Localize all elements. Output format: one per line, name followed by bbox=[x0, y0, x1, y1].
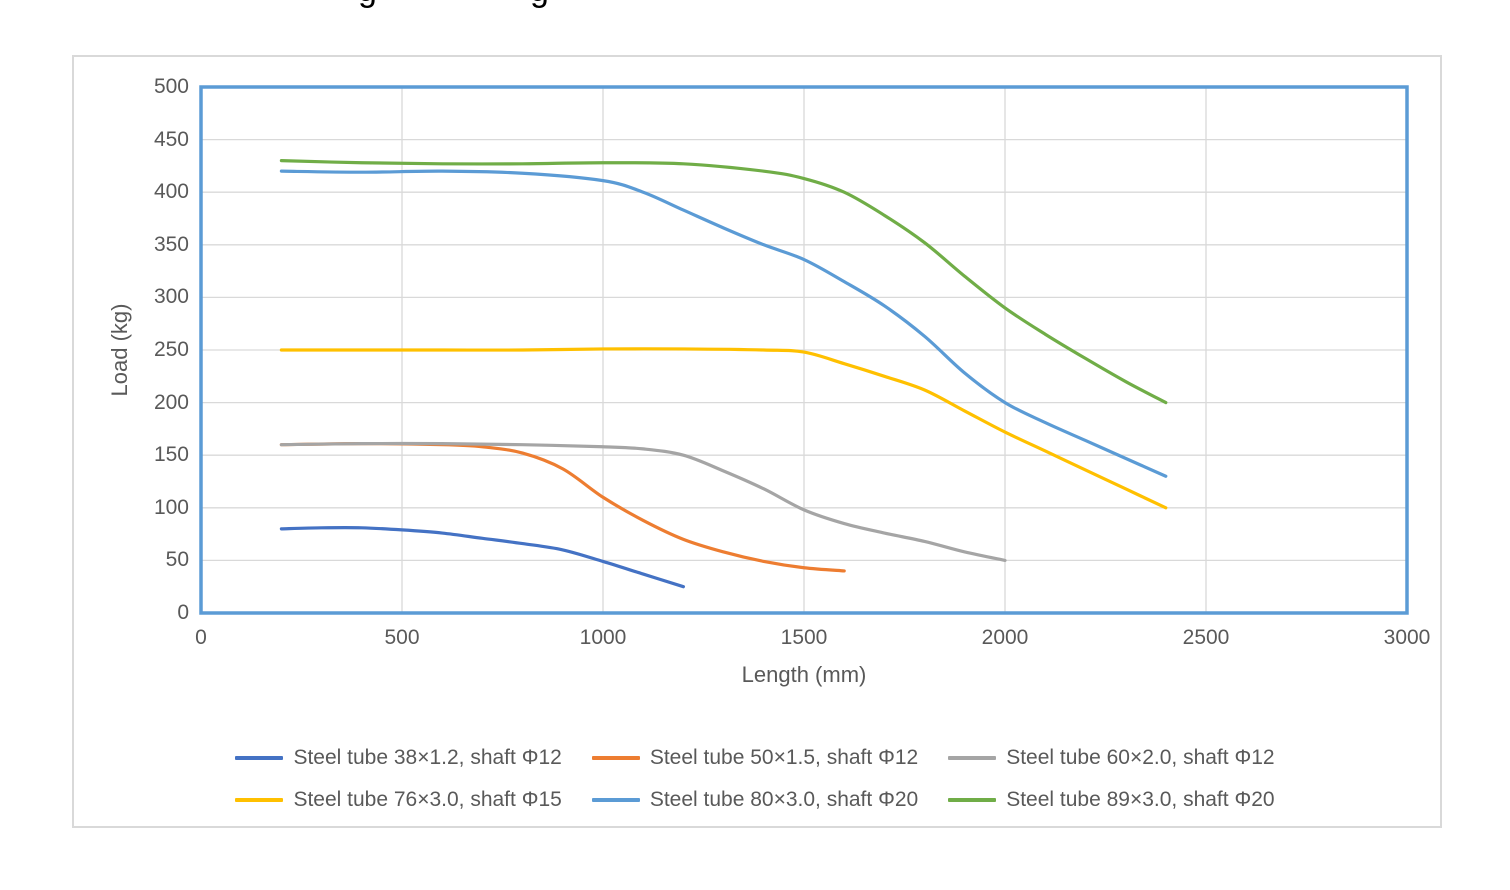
legend-label: Steel tube 50×1.5, shaft Φ12 bbox=[649, 746, 919, 769]
legend-line-swatch bbox=[591, 756, 640, 760]
x-tick-label: 3000 bbox=[1383, 626, 1431, 649]
legend-label: Steel tube 89×3.0, shaft Φ20 bbox=[1006, 788, 1275, 811]
title-descender-glyph: g bbox=[358, 0, 377, 7]
y-tick-label: 250 bbox=[153, 338, 189, 361]
y-tick-label: 100 bbox=[153, 495, 189, 519]
legend-line-swatch bbox=[235, 798, 284, 802]
y-axis-title: Load (kg) bbox=[107, 303, 132, 397]
y-tick-label: 150 bbox=[153, 443, 189, 467]
x-tick-label: 2500 bbox=[1182, 626, 1230, 649]
chart-frame bbox=[72, 55, 1442, 828]
y-tick-label: 200 bbox=[153, 390, 189, 414]
x-axis-title: Length (mm) bbox=[741, 662, 867, 687]
legend-row: Steel tube 76×3.0, shaft Φ15 Steel tube 8… bbox=[72, 786, 1438, 814]
plot-border bbox=[199, 85, 1409, 615]
legend-item: Steel tube 89×3.0, shaft Φ20 bbox=[948, 788, 1275, 812]
legend-row: Steel tube 38×1.2, shaft Φ12 Steel tube 5… bbox=[72, 744, 1438, 772]
y-tick-label: 450 bbox=[153, 127, 189, 151]
x-tick-label: 1500 bbox=[780, 626, 828, 649]
legend-line-swatch bbox=[591, 798, 640, 802]
legend-item: Steel tube 76×3.0, shaft Φ15 bbox=[235, 788, 562, 812]
y-tick-label: 350 bbox=[153, 232, 189, 256]
y-tick-label: 400 bbox=[153, 180, 189, 204]
series-line bbox=[279, 347, 1168, 510]
plot-area bbox=[199, 85, 1409, 615]
legend-label: Steel tube 76×3.0, shaft Φ15 bbox=[293, 788, 562, 811]
legend-line-swatch bbox=[235, 756, 284, 760]
legend-line-swatch bbox=[948, 756, 997, 760]
x-tick-label: 2000 bbox=[981, 626, 1029, 649]
cropped-chart-title: g g bbox=[0, 0, 1510, 8]
y-tick-label: 50 bbox=[165, 548, 189, 572]
y-tick-label: 300 bbox=[153, 285, 189, 309]
x-tick-label: 1000 bbox=[579, 626, 627, 649]
legend-label: Steel tube 38×1.2, shaft Φ12 bbox=[293, 746, 562, 769]
legend-item: Steel tube 50×1.5, shaft Φ12 bbox=[591, 746, 919, 770]
series-line bbox=[279, 159, 1168, 405]
series-line bbox=[279, 169, 1168, 478]
y-tick-label: 500 bbox=[153, 75, 189, 98]
legend-item: Steel tube 38×1.2, shaft Φ12 bbox=[235, 746, 562, 770]
legend-item: Steel tube 80×3.0, shaft Φ20 bbox=[591, 788, 919, 812]
y-tick-label: 0 bbox=[177, 601, 189, 624]
legend-item: Steel tube 60×2.0, shaft Φ12 bbox=[948, 746, 1275, 770]
title-descender-glyph: g bbox=[530, 0, 549, 7]
legend-line-swatch bbox=[948, 798, 997, 802]
x-tick-label: 500 bbox=[384, 626, 420, 649]
legend-label: Steel tube 80×3.0, shaft Φ20 bbox=[649, 788, 919, 811]
x-tick-label: 0 bbox=[195, 626, 207, 649]
legend-label: Steel tube 60×2.0, shaft Φ12 bbox=[1006, 746, 1275, 769]
series-line bbox=[279, 525, 685, 589]
series-line bbox=[279, 441, 1007, 562]
